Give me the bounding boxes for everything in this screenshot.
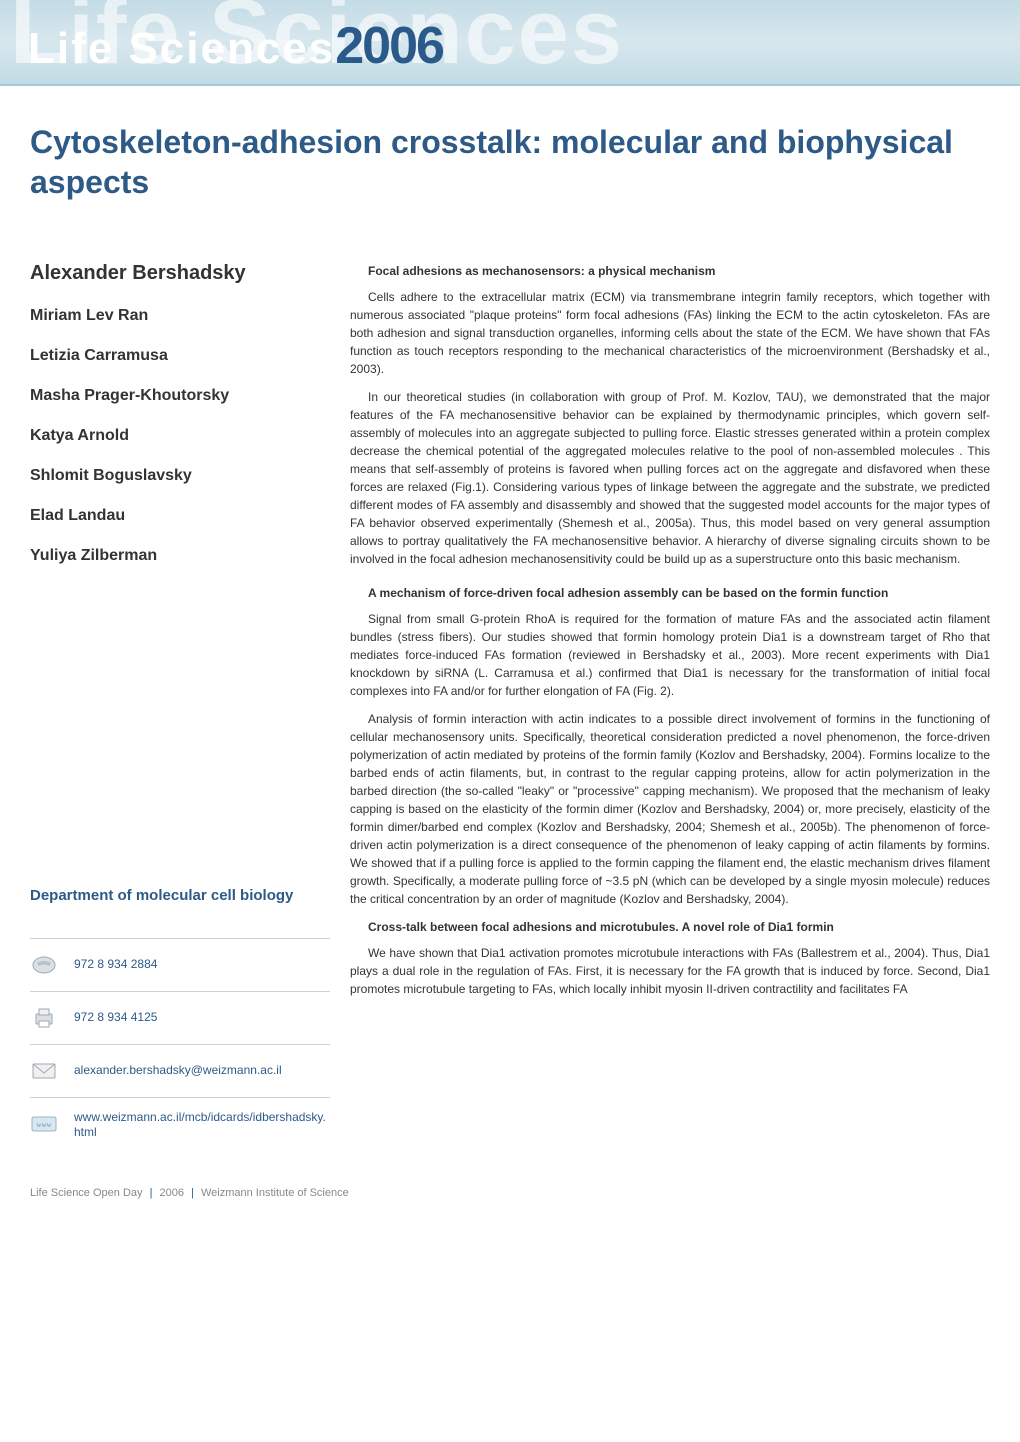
footer-separator: | (191, 1187, 194, 1199)
sidebar: Alexander Bershadsky Miriam Lev Ran Leti… (30, 262, 330, 1153)
body-paragraph: Analysis of formin interaction with acti… (350, 710, 990, 908)
contact-web[interactable]: www www.weizmann.ac.il/mcb/idcards/idber… (30, 1097, 330, 1153)
author-name: Katya Arnold (30, 427, 330, 445)
author-name: Yuliya Zilberman (30, 547, 330, 565)
article-body: Focal adhesions as mechanosensors: a phy… (350, 262, 990, 1153)
fax-number: 972 8 934 4125 (74, 1010, 157, 1026)
banner-year: 2006 (335, 17, 443, 75)
phone-number: 972 8 934 2884 (74, 957, 157, 973)
footer-text-3: Weizmann Institute of Science (201, 1187, 349, 1199)
section-heading-2: A mechanism of force-driven focal adhesi… (350, 584, 990, 602)
email-icon (30, 1057, 58, 1085)
department-title: Department of molecular cell biology (30, 885, 330, 908)
author-name: Masha Prager-Khoutorsky (30, 387, 330, 405)
author-name-primary: Alexander Bershadsky (30, 262, 330, 285)
contact-phone: 972 8 934 2884 (30, 938, 330, 991)
author-name: Miriam Lev Ran (30, 307, 330, 325)
author-name: Shlomit Boguslavsky (30, 467, 330, 485)
phone-icon (30, 951, 58, 979)
web-icon: www (30, 1111, 58, 1139)
footer-separator: | (150, 1187, 153, 1199)
department-section: Department of molecular cell biology 972… (30, 885, 330, 1153)
contact-fax: 972 8 934 4125 (30, 991, 330, 1044)
contact-email[interactable]: alexander.bershadsky@weizmann.ac.il (30, 1044, 330, 1097)
banner-title: Life Sciences2006 (28, 16, 443, 76)
svg-text:www: www (36, 1121, 52, 1129)
footer: Life Science Open Day | 2006 | Weizmann … (0, 1173, 1020, 1213)
main-layout: Alexander Bershadsky Miriam Lev Ran Leti… (30, 262, 990, 1153)
email-address: alexander.bershadsky@weizmann.ac.il (74, 1063, 282, 1079)
banner-title-prefix: Life Sciences (28, 24, 335, 73)
body-paragraph: Cells adhere to the extracellular matrix… (350, 288, 990, 378)
body-paragraph: In our theoretical studies (in collabora… (350, 388, 990, 568)
body-paragraph: Signal from small G-protein RhoA is requ… (350, 610, 990, 700)
author-name: Letizia Carramusa (30, 347, 330, 365)
web-url: www.weizmann.ac.il/mcb/idcards/idbershad… (74, 1110, 330, 1141)
banner: Life Sciences Life Sciences2006 (0, 0, 1020, 86)
footer-text-2: 2006 (160, 1187, 184, 1199)
article-title: Cytoskeleton-adhesion crosstalk: molecul… (30, 122, 990, 202)
body-paragraph: We have shown that Dia1 activation promo… (350, 944, 990, 998)
content-area: Cytoskeleton-adhesion crosstalk: molecul… (0, 86, 1020, 1173)
author-name: Elad Landau (30, 507, 330, 525)
fax-icon (30, 1004, 58, 1032)
authors-list: Alexander Bershadsky Miriam Lev Ran Leti… (30, 262, 330, 565)
section-heading-1: Focal adhesions as mechanosensors: a phy… (350, 262, 990, 280)
footer-text-1: Life Science Open Day (30, 1187, 143, 1199)
section-heading-3: Cross-talk between focal adhesions and m… (350, 918, 990, 936)
